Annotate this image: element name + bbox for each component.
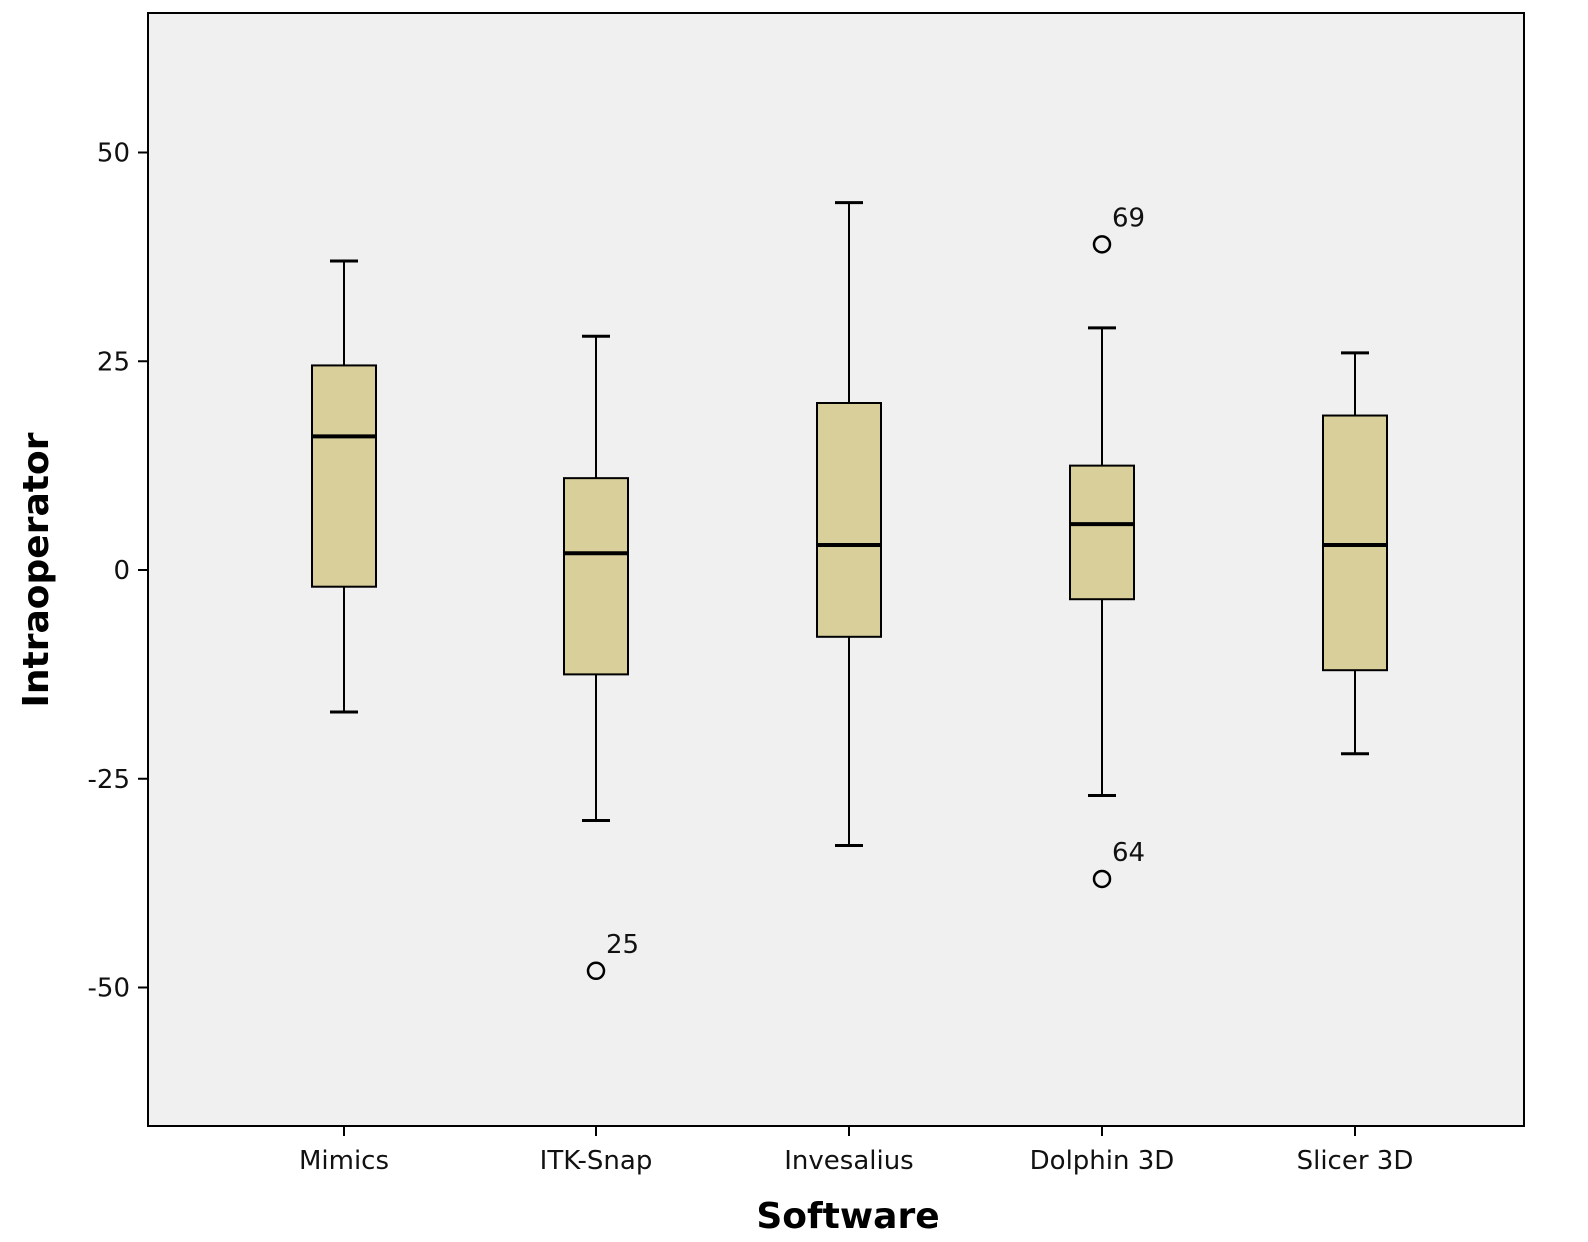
x-tick-label: ITK-Snap [540, 1146, 653, 1176]
x-tick-label: Slicer 3D [1297, 1146, 1414, 1176]
y-axis: -50 -25 0 25 50 [88, 139, 148, 1004]
outlier-label: 25 [606, 930, 639, 960]
y-tick-label: 50 [97, 139, 130, 169]
outlier-label: 64 [1112, 838, 1145, 868]
y-tick-label: 25 [97, 347, 130, 377]
y-tick-label: -50 [88, 974, 130, 1004]
box-mimics [311, 259, 377, 714]
x-tick-label: Mimics [299, 1146, 389, 1176]
box-dolphin-3d: 69 64 [1069, 203, 1145, 889]
x-tick-label: Dolphin 3D [1030, 1146, 1175, 1176]
outlier-point [1092, 235, 1112, 254]
outlier-point [1092, 869, 1112, 889]
outlier-point [586, 961, 606, 981]
iqr-box [1322, 414, 1388, 672]
outlier-label: 69 [1112, 203, 1145, 233]
box-invesalius [816, 201, 882, 848]
iqr-box [1069, 464, 1135, 601]
iqr-box [311, 364, 377, 588]
box-itk-snap: 25 [563, 334, 639, 981]
y-axis-title: Intraoperator [16, 432, 57, 707]
x-tick-label: Invesalius [784, 1146, 913, 1176]
x-axis: Mimics ITK-Snap Invesalius Dolphin 3D Slicer… [299, 1126, 1413, 1176]
y-tick-label: -25 [88, 765, 130, 795]
iqr-box [816, 402, 882, 638]
box-slicer-3d [1322, 351, 1388, 756]
y-tick-label: 0 [113, 556, 130, 586]
iqr-box [563, 477, 629, 676]
boxes-group: 25 69 64 [311, 201, 1388, 981]
x-axis-title: Software [756, 1196, 939, 1237]
